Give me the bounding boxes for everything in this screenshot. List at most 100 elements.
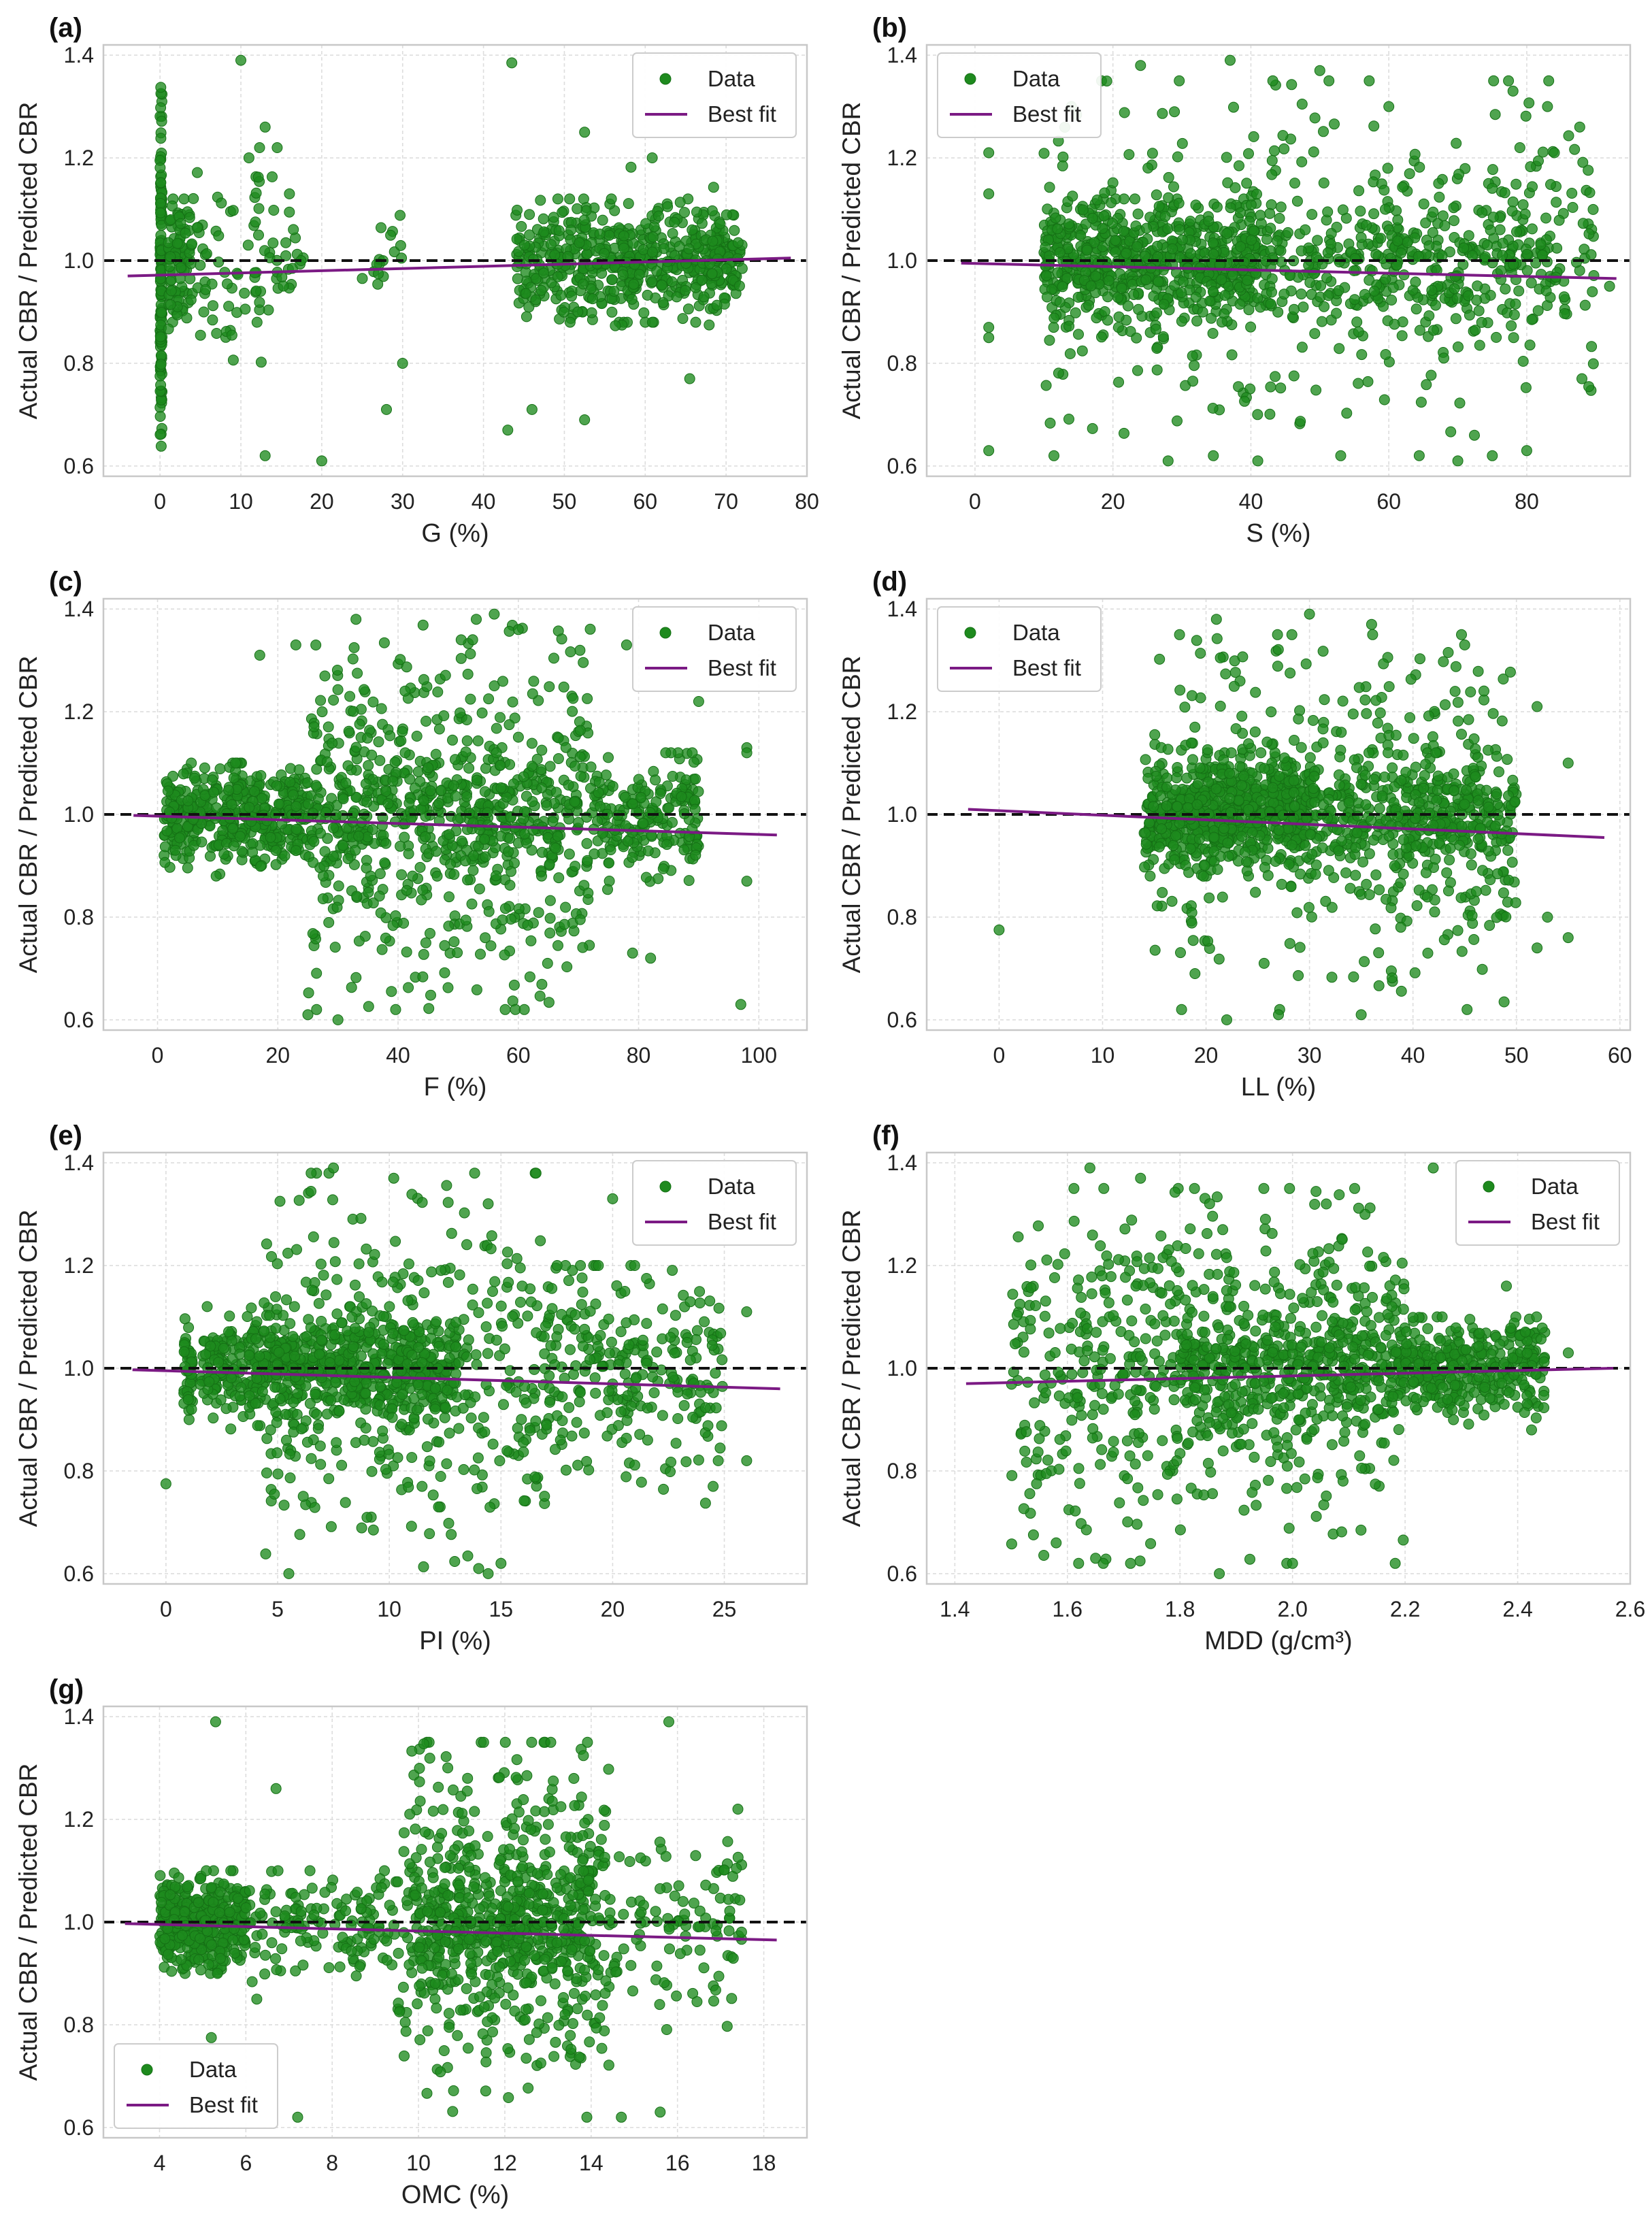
data-point [680,284,691,296]
data-point [1161,800,1172,812]
data-point [1387,282,1399,293]
data-point [1057,160,1068,171]
data-point [1373,980,1385,991]
data-point [1272,306,1284,318]
data-point [433,723,445,735]
data-point [1577,218,1589,229]
data-point [1286,629,1298,640]
data-point [1309,328,1321,340]
data-point [480,932,491,944]
data-point [619,791,631,803]
data-point [443,921,455,932]
data-point [507,696,518,708]
data-point [1543,75,1555,86]
data-point [1288,303,1300,315]
data-point [1404,168,1415,180]
data-point [267,237,279,249]
data-point [1507,774,1519,786]
data-point [1395,985,1407,997]
data-point [543,997,555,1008]
data-point [1315,280,1327,291]
data-point [1291,195,1303,207]
data-point [348,807,359,818]
data-point [667,228,678,239]
data-point [691,206,702,218]
data-point [1361,878,1372,890]
data-point [1413,884,1425,896]
data-point [380,838,392,849]
data-point [389,757,401,768]
data-point [1234,299,1246,310]
data-point [390,910,401,921]
data-point [608,286,620,297]
data-point [205,850,216,862]
data-point [462,874,474,886]
data-point [1141,222,1152,234]
data-point [1483,744,1494,756]
data-point [549,249,561,261]
data-point [1266,155,1278,166]
data-point [1171,772,1183,784]
data-point [1289,178,1300,189]
data-point [1442,647,1454,658]
data-point [387,776,399,787]
data-point [1314,65,1325,76]
data-point [361,796,373,808]
data-point [1321,272,1332,284]
data-point [1449,283,1460,295]
data-point [1304,752,1316,763]
data-point [359,684,369,695]
x-tick-label: 50 [1504,1043,1529,1068]
data-point [491,870,501,882]
data-point [687,747,698,759]
data-point [1237,651,1249,663]
data-point [332,684,344,695]
data-point [1132,208,1144,220]
data-point [578,657,589,668]
data-point [574,751,586,763]
data-point [417,971,429,982]
data-point [1604,280,1615,292]
data-point [1296,342,1308,353]
data-point [411,731,423,742]
data-point [357,273,368,284]
data-point [497,676,508,687]
data-point [1364,848,1375,859]
data-point [522,919,533,931]
data-point [1341,408,1353,419]
data-point [1576,373,1587,384]
data-point [1508,309,1520,320]
data-points [983,54,1615,467]
data-point [442,982,454,993]
data-point [472,735,484,746]
data-point [343,725,354,737]
y-tick-label: 0.8 [64,905,94,929]
data-point [439,967,450,978]
data-point [1319,694,1330,706]
panel-label: (b) [872,13,907,43]
data-point [1551,242,1563,254]
data-point [1057,281,1068,293]
data-point [1087,212,1098,224]
data-point [467,634,478,646]
data-point [516,220,527,232]
y-tick-label: 1.2 [64,699,94,724]
data-point [565,225,577,236]
data-point [1187,935,1199,946]
data-point [159,841,171,853]
data-point [1413,450,1425,461]
data-point [320,806,331,818]
data-point [1480,884,1491,896]
data-point [1587,286,1598,297]
data-point [308,857,319,868]
data-point [1153,276,1164,288]
data-point [323,916,335,928]
data-point [638,244,649,255]
data-point [1579,299,1591,311]
data-point [706,205,718,216]
data-point [310,780,322,791]
data-point [524,209,535,220]
data-point [1053,367,1064,379]
data-point [582,693,593,704]
data-point [460,746,472,758]
